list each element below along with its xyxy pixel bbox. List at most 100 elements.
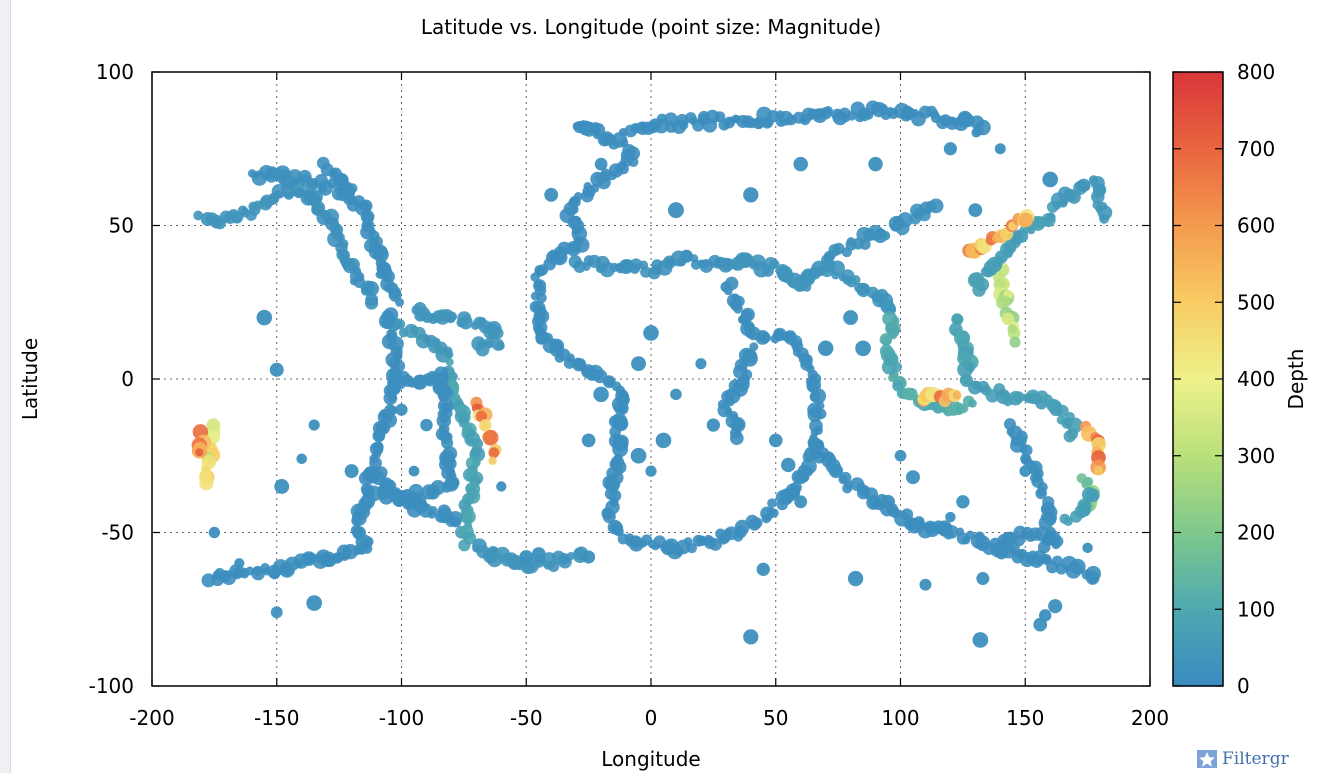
data-point [817,340,834,357]
data-point [630,447,647,464]
data-point [969,272,985,288]
data-point [1018,212,1034,228]
data-point [568,243,579,254]
data-point [1066,428,1079,440]
data-point [740,309,753,322]
data-point [369,456,382,470]
y-tick-label: 0 [121,367,134,391]
data-point [1093,189,1102,199]
data-point [960,375,969,384]
data-point [201,573,216,588]
data-point [1001,312,1015,326]
colorbar-tick-label: 400 [1237,367,1275,391]
data-point [421,484,437,500]
data-point [614,165,624,174]
x-tick-label: -200 [129,706,174,730]
data-point [794,495,808,509]
data-point [581,433,596,448]
filtergraph-watermark[interactable]: Filtergr [1196,748,1289,770]
data-point [842,483,853,494]
y-tick-label: -50 [101,521,134,545]
data-point [441,437,454,450]
data-point [269,362,284,377]
data-point [1019,465,1032,477]
data-point [594,157,608,171]
data-point [618,404,627,414]
data-point [602,510,616,524]
data-point [363,280,380,297]
data-point [630,258,643,271]
window-edge [0,0,11,773]
data-point [1038,515,1054,531]
data-point [1038,609,1052,622]
data-point [1085,565,1102,582]
data-point [847,570,864,587]
data-point [843,310,859,326]
data-point [607,480,620,493]
data-point [1042,531,1055,544]
colorbar-tick-label: 700 [1237,137,1275,161]
data-point [496,481,507,492]
data-point [995,295,1010,310]
data-point [972,632,989,648]
x-axis-label: Longitude [601,747,700,771]
x-tick-label: 0 [645,706,658,730]
data-point [1020,444,1033,457]
data-point [880,231,891,241]
data-point [809,419,823,433]
data-point [975,119,991,136]
data-point [427,510,436,519]
y-tick-label: -100 [89,674,134,698]
data-point [1042,171,1059,188]
data-point [721,258,735,271]
data-point [945,511,956,523]
data-point [793,156,808,172]
data-point [951,313,963,325]
data-point [868,156,883,172]
data-point [591,122,606,137]
data-point [762,265,774,277]
data-point [670,388,682,401]
data-point [582,550,596,564]
x-tick-label: -100 [379,706,424,730]
data-point [631,356,646,372]
data-point [993,547,1002,556]
data-point [832,242,845,255]
data-point [881,335,892,346]
data-point [604,376,615,387]
data-point [270,606,283,619]
colorbar-tick-label: 300 [1237,444,1275,468]
data-point [667,202,684,219]
data-points [191,100,1113,648]
colorbar-tick-label: 600 [1237,214,1275,238]
data-point [943,142,957,156]
data-point [420,418,433,432]
data-point [1046,212,1056,223]
data-point [445,350,454,359]
data-point [408,465,420,477]
data-point [344,464,359,479]
data-point [531,547,546,561]
data-point [850,275,861,285]
y-axis-ticks: -100 -50 0 50 100 [89,60,1150,698]
data-point [1093,465,1104,476]
data-point [581,189,594,203]
data-point [645,465,657,477]
data-point [679,249,693,263]
data-point [573,260,586,273]
data-point [919,578,932,591]
data-point [394,497,404,508]
colorbar-tick-label: 500 [1237,290,1275,314]
data-point [338,239,349,249]
data-point [613,525,624,537]
data-point [729,431,744,445]
data-point [308,419,320,431]
data-point [655,432,672,449]
data-point [1075,565,1084,574]
data-point [296,453,307,465]
x-tick-label: 150 [1006,706,1044,730]
data-point [366,466,382,482]
data-point [994,143,1006,155]
data-point [212,570,222,580]
